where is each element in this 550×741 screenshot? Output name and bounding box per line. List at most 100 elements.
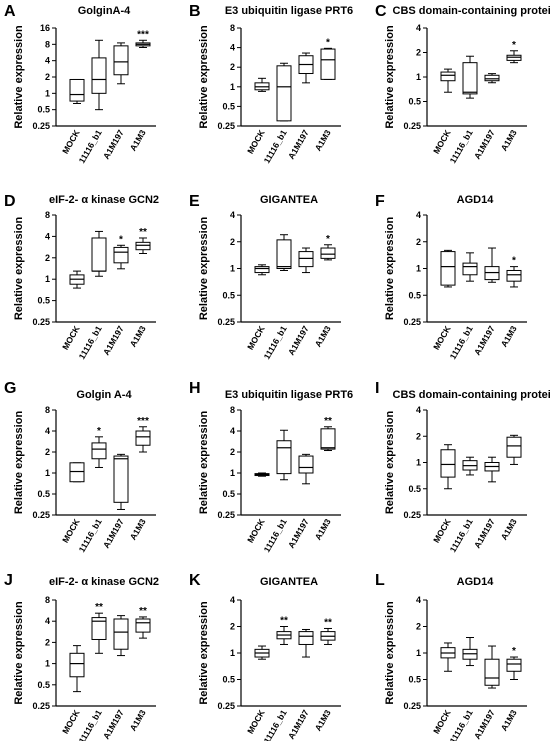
y-axis-label: Relative expression [13, 411, 25, 515]
y-axis-label: Relative expression [198, 25, 210, 129]
box [320, 247, 336, 259]
y-tick-label: 0.25 [32, 701, 50, 711]
category-label: MOCK [431, 707, 453, 735]
box [298, 251, 314, 268]
panel-letter: A [4, 3, 16, 20]
box [113, 455, 129, 503]
box [276, 239, 292, 269]
category-label: A1M3 [128, 708, 148, 733]
category-label: A1M3 [499, 128, 519, 153]
y-tick-label: 0.25 [217, 701, 235, 711]
y-tick-label: 4 [45, 426, 50, 436]
box [320, 428, 336, 450]
y-tick-label: 0.25 [403, 510, 421, 520]
y-tick-label: 1 [416, 458, 421, 468]
y-tick-label: 1 [230, 82, 235, 92]
category-label: MOCK [60, 127, 82, 155]
category-label: MOCK [431, 516, 453, 544]
box [506, 436, 522, 458]
y-tick-label: 8 [45, 39, 50, 49]
box [113, 45, 129, 76]
box [276, 65, 292, 122]
y-tick-label: 2 [416, 622, 421, 632]
category-label: A1M3 [313, 324, 333, 349]
y-tick-label: 2 [230, 622, 235, 632]
y-tick-label: 0.5 [222, 489, 235, 499]
y-tick-label: 8 [45, 595, 50, 605]
box [506, 269, 522, 282]
category-label: A1M3 [313, 517, 333, 542]
y-tick-label: 0.25 [217, 510, 235, 520]
panel-title: GIGANTEA [260, 576, 318, 588]
category-label: A1M3 [128, 324, 148, 349]
panel-title: E3 ubiquitin ligase PRT6 [225, 5, 353, 17]
significance-marker: * [97, 426, 101, 437]
significance-marker: * [326, 37, 330, 48]
panel-letter: I [375, 380, 379, 397]
category-label: A1M3 [499, 708, 519, 733]
panel-title: CBS domain-containing protein [393, 5, 550, 17]
category-label: A1M197 [101, 128, 126, 161]
y-tick-label: 2 [45, 72, 50, 82]
category-label: A1M197 [472, 324, 497, 357]
panel-i: I CBS domain-containing protein Relative e… [375, 380, 550, 554]
panel-g: G Golgin A-4 Relative expression 0.25 0.5 1 2 4… [4, 380, 156, 554]
box [91, 57, 107, 94]
panel-title: GIGANTEA [260, 194, 318, 206]
box [276, 440, 292, 475]
y-tick-label: 1 [45, 468, 50, 478]
y-tick-label: 0.25 [403, 121, 421, 131]
panel-title: GolginA-4 [78, 5, 131, 17]
panel-e: E GIGANTEA Relative expression 0.25 0.5 1 2 4 MO… [189, 193, 341, 361]
box [135, 430, 151, 446]
box [484, 658, 500, 686]
y-axis-label: Relative expression [384, 411, 396, 515]
category-label: MOCK [245, 323, 267, 351]
category-label: A1M197 [101, 324, 126, 357]
significance-marker: ** [139, 227, 147, 238]
panel-title: eIF-2- α kinase GCN2 [49, 194, 159, 206]
box [440, 251, 456, 286]
y-tick-label: 4 [230, 43, 235, 53]
y-tick-label: 2 [416, 431, 421, 441]
y-tick-label: 1 [416, 264, 421, 274]
box [69, 652, 85, 678]
significance-marker: * [326, 234, 330, 245]
box [298, 455, 314, 474]
y-tick-label: 1 [45, 274, 50, 284]
significance-marker: ** [324, 617, 332, 628]
y-tick-label: 0.5 [408, 675, 421, 685]
panel-letter: B [189, 3, 201, 20]
y-tick-label: 0.25 [217, 317, 235, 327]
y-tick-label: 4 [230, 210, 235, 220]
y-tick-label: 4 [416, 23, 421, 33]
panel-c: C CBS domain-containing protein Relative e… [375, 3, 550, 165]
y-tick-label: 1 [230, 264, 235, 274]
panel-title: E3 ubiquitin ligase PRT6 [225, 389, 353, 401]
y-tick-label: 4 [230, 426, 235, 436]
y-tick-label: 2 [45, 253, 50, 263]
box [91, 617, 107, 640]
y-tick-label: 1 [45, 88, 50, 98]
y-axis-label: Relative expression [198, 217, 210, 321]
significance-marker: * [512, 256, 516, 267]
category-label: A1M197 [286, 517, 311, 550]
box [506, 658, 522, 672]
category-label: A1M197 [286, 128, 311, 161]
y-tick-label: 1 [230, 648, 235, 658]
box [135, 618, 151, 633]
y-tick-label: 0.5 [408, 97, 421, 107]
y-tick-label: 0.5 [37, 680, 50, 690]
category-label: MOCK [60, 516, 82, 544]
panel-letter: H [189, 380, 201, 397]
panel-letter: F [375, 193, 385, 210]
y-tick-label: 2 [45, 637, 50, 647]
y-tick-label: 0.5 [408, 484, 421, 494]
significance-marker: *** [137, 416, 149, 427]
box [484, 74, 500, 82]
box [462, 262, 478, 276]
panel-letter: E [189, 193, 200, 210]
significance-marker: * [512, 646, 516, 657]
